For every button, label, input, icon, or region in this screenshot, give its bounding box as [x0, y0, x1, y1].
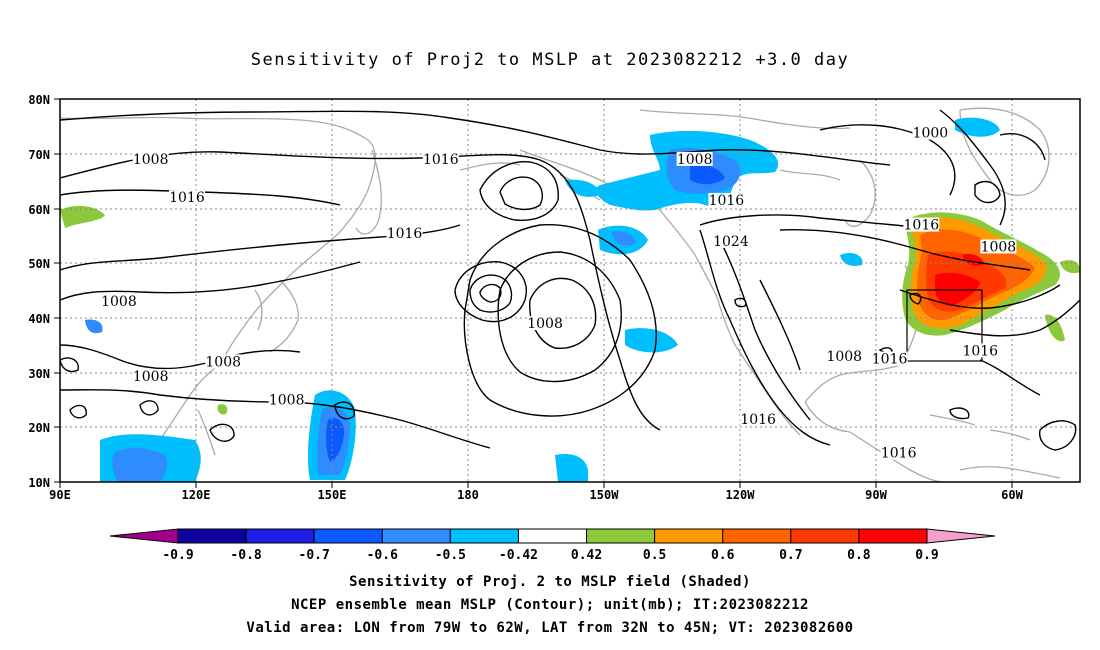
colorbar-label: 0.8	[847, 548, 871, 563]
colorbar-box	[586, 528, 656, 544]
contour-label-bg	[268, 392, 305, 407]
longitude-labels: 90E 120E 150E 180 150W 120W 90W 60W	[49, 488, 1023, 502]
colorbar-box	[517, 528, 588, 544]
colorbar-label: -0.8	[230, 548, 261, 563]
mslp-contours	[60, 109, 1080, 451]
contour-label: 1016	[169, 190, 205, 206]
colorbar-label: 0.7	[779, 548, 802, 563]
lat-label: 30N	[28, 367, 50, 381]
colorbar-label: -0.7	[299, 548, 330, 563]
contour-label: 1008	[269, 393, 305, 409]
contour-label-bg	[880, 445, 917, 460]
lon-label: 90W	[865, 488, 887, 502]
lon-label: 120W	[726, 488, 756, 502]
coastlines	[60, 107, 1061, 482]
contour-label: 1008	[101, 294, 137, 310]
contour-label: 1008	[133, 369, 169, 385]
contour-label: 1016	[872, 352, 908, 368]
latitude-labels: 80N 70N 60N 50N 40N 30N 20N 10N	[28, 93, 50, 490]
colorbar-label: 0.42	[571, 548, 602, 563]
contour-label-bg	[205, 354, 242, 369]
lon-label: 120E	[182, 488, 211, 502]
colorbar-box	[381, 528, 451, 544]
contour-labels: 1008 1016 1008 1000 1016 1016 1016 1024 1016 1008…	[100, 125, 1017, 462]
contour-label-bg	[527, 316, 564, 331]
contour-label: 1008	[826, 349, 862, 365]
colorbar-box	[654, 528, 724, 544]
contour-label-bg	[871, 351, 908, 366]
contour-label-bg	[168, 190, 205, 205]
lat-label: 20N	[28, 421, 50, 435]
contour-label-bg	[826, 348, 863, 363]
colorbar-box	[858, 528, 928, 544]
lon-label: 180	[457, 488, 479, 502]
contour-label-bg	[712, 233, 749, 248]
colorbar: -0.9 -0.8 -0.7 -0.6 -0.5 -0.42 0.42 0.5 0.6 0.7 0.…	[109, 528, 996, 563]
lat-label: 10N	[28, 476, 50, 490]
colorbar-box	[449, 528, 519, 544]
contour-label: 1016	[709, 193, 745, 209]
contour-label: 1000	[913, 126, 949, 142]
contour-label-bg	[980, 239, 1017, 254]
lat-label: 80N	[28, 93, 50, 107]
colorbar-label: -0.6	[367, 548, 398, 563]
colorbar-box	[313, 528, 383, 544]
contour-label-bg	[132, 151, 169, 166]
contour-label-bg	[422, 151, 459, 166]
contour-label: 1016	[740, 412, 776, 428]
colorbar-box	[245, 528, 315, 544]
valid-area-box	[906, 289, 983, 362]
colorbar-label: -0.42	[499, 548, 538, 563]
contour-label: 1008	[981, 239, 1017, 255]
contour-label-bg	[962, 343, 999, 358]
contour-label-bg	[708, 192, 745, 207]
lon-label: 90E	[49, 488, 71, 502]
caption-line-3: Valid area: LON from 79W to 62W, LAT fro…	[246, 620, 854, 636]
map-frame	[59, 98, 1081, 483]
colorbar-label: 0.9	[915, 548, 938, 563]
contour-label: 1008	[527, 316, 563, 332]
lon-label: 150E	[318, 488, 347, 502]
lat-label: 60N	[28, 203, 50, 217]
colorbar-box	[177, 528, 247, 544]
colorbar-label: 0.5	[643, 548, 666, 563]
colorbar-box	[722, 528, 792, 544]
contour-label: 1016	[387, 226, 423, 242]
contour-label: 1008	[677, 152, 713, 168]
colorbar-label: -0.5	[435, 548, 466, 563]
map-title: Sensitivity of Proj2 to MSLP at 20230822…	[250, 50, 850, 70]
contour-label: 1016	[962, 343, 998, 359]
colorbar-right-arrow	[926, 528, 996, 544]
lat-label: 40N	[28, 312, 50, 326]
contour-label-bg	[740, 411, 777, 426]
contour-label-bg	[100, 294, 137, 309]
contour-label-bg	[676, 151, 713, 166]
contour-label: 1016	[904, 218, 940, 234]
contour-label-bg	[132, 369, 169, 384]
axis-ticks	[54, 98, 1013, 488]
lat-label: 70N	[28, 148, 50, 162]
colorbar-box	[790, 528, 860, 544]
contour-label-bg	[386, 225, 423, 240]
contour-label: 1016	[423, 152, 459, 168]
lat-label: 50N	[28, 257, 50, 271]
colorbar-label: -0.9	[162, 548, 193, 563]
colorbar-left-arrow	[109, 528, 179, 544]
caption-line-2: NCEP ensemble mean MSLP (Contour); unit(…	[291, 597, 809, 613]
caption-line-1: Sensitivity of Proj. 2 to MSLP field (Sh…	[349, 574, 751, 590]
lon-label: 150W	[590, 488, 620, 502]
contour-label: 1024	[713, 234, 749, 250]
contour-label: 1016	[881, 446, 917, 462]
lon-label: 60W	[1001, 488, 1023, 502]
contour-label: 1008	[205, 354, 241, 370]
contour-label-bg	[903, 217, 940, 232]
contour-label-bg	[912, 125, 949, 140]
contour-label: 1008	[133, 152, 169, 168]
colorbar-label: 0.6	[711, 548, 735, 563]
